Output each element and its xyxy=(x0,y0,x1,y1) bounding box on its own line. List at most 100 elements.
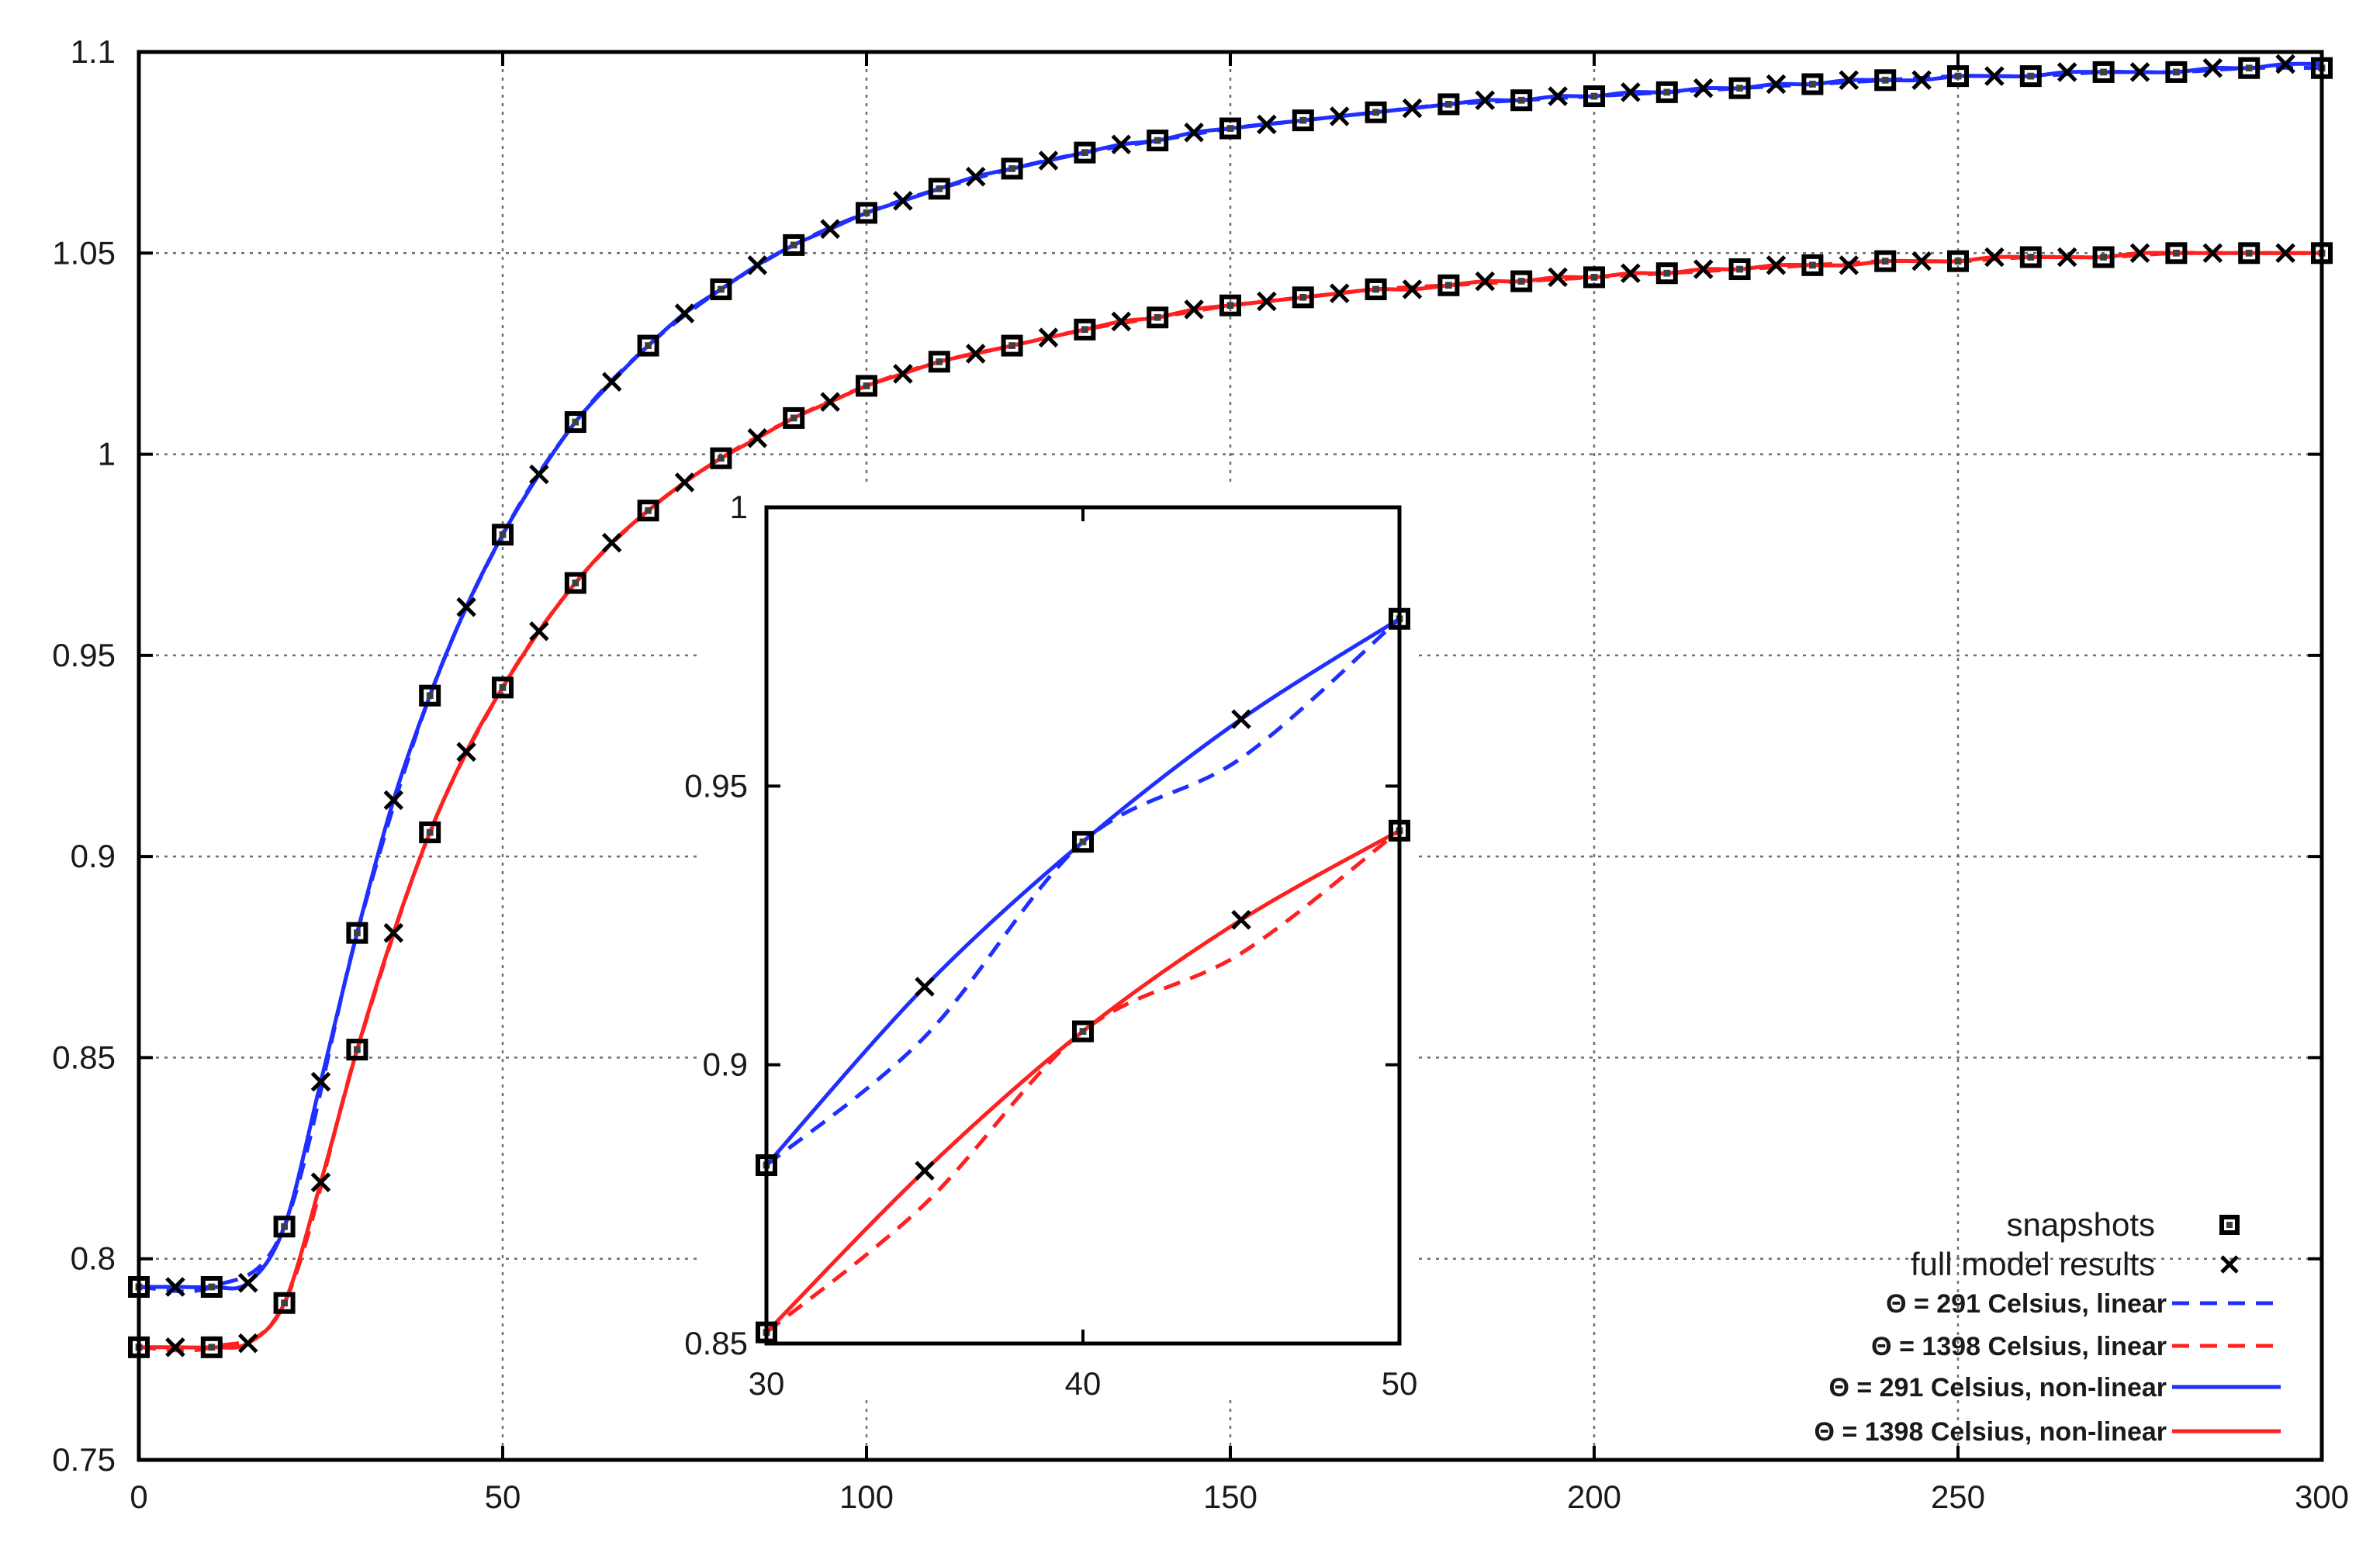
snapshot-point xyxy=(564,572,586,594)
full-model-point xyxy=(1184,299,1204,320)
full-model-point xyxy=(893,364,913,384)
legend-square-marker xyxy=(2219,1215,2240,1235)
inset-full-model-point xyxy=(1231,709,1251,729)
full-model-point xyxy=(674,303,695,323)
snapshot-point xyxy=(2165,242,2188,265)
snapshot-point xyxy=(783,406,805,429)
full-model-point xyxy=(747,255,768,275)
full-model-point xyxy=(1548,86,1568,106)
snapshot-point xyxy=(1147,306,1169,329)
snapshot-point xyxy=(564,411,586,434)
x-tick-label: 300 xyxy=(2295,1479,2349,1515)
full-model-point xyxy=(529,464,549,485)
snapshot-point xyxy=(1001,157,1023,180)
series-line-1398-nonlinear xyxy=(139,251,2322,1350)
snapshot-point xyxy=(1801,73,1824,95)
full-model-point xyxy=(1257,114,1277,135)
full-model-point xyxy=(1839,255,1859,275)
x-tick-label: 100 xyxy=(839,1479,894,1515)
snapshot-point xyxy=(637,500,659,522)
full-model-point xyxy=(529,621,549,642)
full-model-point xyxy=(1766,255,1787,275)
full-model-point xyxy=(1693,259,1714,279)
full-model-point xyxy=(2057,62,2077,82)
full-model-point xyxy=(2202,243,2223,264)
snapshot-point xyxy=(1292,109,1314,132)
snapshot-point xyxy=(1074,141,1096,164)
inset-snapshot-point xyxy=(1072,1020,1094,1043)
inset-snapshot-point xyxy=(1072,831,1094,853)
full-model-point xyxy=(1402,98,1423,119)
full-model-point xyxy=(165,1337,185,1358)
legend-label: snapshots xyxy=(2007,1206,2155,1243)
y-tick-label: 0.75 xyxy=(52,1441,116,1478)
full-model-point xyxy=(1111,134,1132,155)
snapshot-point xyxy=(637,334,659,357)
snapshot-point xyxy=(492,524,514,546)
inset-background xyxy=(697,484,1415,1398)
snapshot-point xyxy=(1292,286,1314,309)
inset-full-model-point xyxy=(915,1160,935,1181)
snapshot-point xyxy=(1801,254,1824,276)
full-model-point xyxy=(1038,327,1059,348)
full-model-point xyxy=(1911,70,1932,91)
y-tick-label: 1 xyxy=(98,436,116,472)
inset-line-1398-nonlinear xyxy=(765,828,1401,1334)
full-model-point xyxy=(965,166,986,187)
full-model-point xyxy=(2129,243,2150,264)
snapshot-point xyxy=(200,1336,223,1358)
full-model-point xyxy=(1548,267,1568,288)
full-model-point xyxy=(1402,279,1423,299)
full-model-point xyxy=(310,1071,331,1092)
x-tick-label: 0 xyxy=(130,1479,147,1515)
full-model-point xyxy=(1911,251,1932,272)
snapshot-point xyxy=(273,1216,296,1238)
full-model-point xyxy=(601,532,622,553)
snapshot-point xyxy=(1583,85,1605,108)
full-model-point xyxy=(237,1273,258,1293)
full-model-point xyxy=(1329,106,1350,126)
full-model-point xyxy=(820,392,840,412)
full-model-point xyxy=(2129,62,2150,82)
snapshot-point xyxy=(1510,89,1533,112)
full-model-point xyxy=(1766,74,1787,95)
full-model-point xyxy=(2275,243,2295,264)
snapshot-point xyxy=(783,233,805,256)
x-tick-label: 150 xyxy=(1203,1479,1257,1515)
snapshot-point xyxy=(1437,93,1460,116)
snapshot-point xyxy=(346,1039,368,1061)
inset-x-tick-label: 40 xyxy=(1065,1365,1102,1402)
snapshot-point xyxy=(1001,334,1023,357)
full-model-point xyxy=(310,1172,331,1192)
inset-x-tick-label: 30 xyxy=(749,1365,785,1402)
y-tick-label: 0.95 xyxy=(52,637,116,673)
snapshot-point xyxy=(1147,130,1169,152)
inset-y-tick-label: 0.95 xyxy=(684,767,748,804)
snapshot-point xyxy=(1874,250,1897,272)
full-model-point xyxy=(1621,263,1641,283)
legend-label: Θ = 1398 Celsius, non-linear xyxy=(1814,1417,2167,1447)
legend-x-marker xyxy=(2220,1255,2239,1274)
snapshot-point xyxy=(2019,65,2042,88)
snapshot-point xyxy=(1728,258,1751,281)
snapshot-point xyxy=(1510,270,1533,292)
inset-full-model-point xyxy=(915,977,935,997)
x-tick-label: 200 xyxy=(1567,1479,1621,1515)
full-model-point xyxy=(383,790,404,811)
snapshot-point xyxy=(200,1276,223,1299)
snapshot-point xyxy=(419,684,441,707)
full-model-point xyxy=(1329,283,1350,303)
full-model-point xyxy=(1621,82,1641,102)
snapshot-point xyxy=(928,351,950,373)
inset-line-1398-linear xyxy=(765,828,1401,1334)
snapshot-point xyxy=(1365,278,1387,300)
full-model-point xyxy=(456,597,476,617)
snapshot-point xyxy=(710,278,732,300)
full-model-point xyxy=(747,428,768,448)
snapshot-point xyxy=(1874,69,1897,92)
full-model-point xyxy=(1693,78,1714,99)
main-plot: 0 50 100 150 200 250 3000.750.80.850.90.9511.0… xyxy=(52,33,2349,1515)
